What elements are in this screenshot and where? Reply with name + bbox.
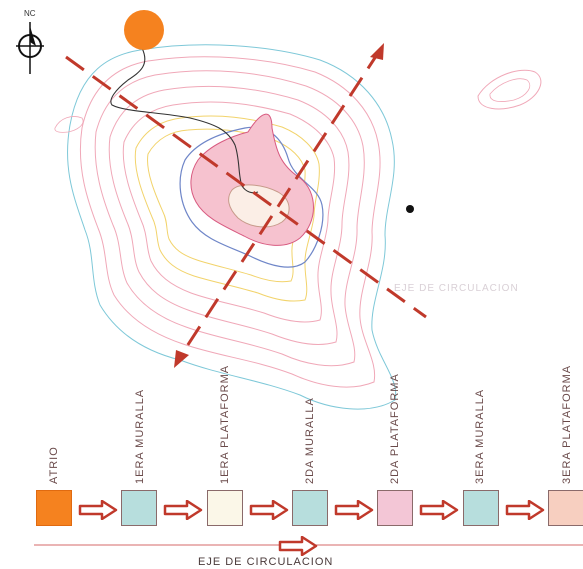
sequence-box-3era-plataforma bbox=[548, 490, 583, 526]
sequence-label-1era-plataforma: 1ERA PLATAFORMA bbox=[219, 364, 231, 484]
sequence-label-2da-plataforma: 2DA PLATAFORMA bbox=[389, 373, 401, 484]
sequence-arrow-icon bbox=[78, 500, 118, 520]
sequence-label-1era-muralla: 1ERA MURALLA bbox=[134, 388, 146, 484]
outlier-contour-east-inner bbox=[489, 78, 531, 102]
contour-outer-cyan bbox=[67, 44, 397, 410]
sequence-box-atrio bbox=[36, 490, 72, 526]
contour-blue bbox=[179, 126, 324, 268]
circulation-axis-caption: EJE DE CIRCULACION bbox=[198, 556, 334, 568]
cross-axis-arrowhead-top bbox=[370, 43, 384, 60]
summit-plateau bbox=[228, 184, 290, 228]
sequence-label-3era-muralla: 3ERA MURALLA bbox=[474, 388, 486, 484]
outlier-contour-east bbox=[477, 69, 542, 110]
circulation-axis-dashed bbox=[65, 55, 427, 319]
sequence-box-1era-muralla bbox=[121, 490, 157, 526]
sequence-label-3era-plataforma: 3ERA PLATAFORMA bbox=[561, 364, 573, 484]
contour-pink-2 bbox=[94, 70, 365, 367]
atrio-marker bbox=[124, 10, 164, 50]
outlier-contour-west bbox=[54, 116, 84, 133]
sequence-arrow-icon bbox=[163, 500, 203, 520]
sequence-arrow-icon bbox=[419, 500, 459, 520]
circulation-axis-arrow-icon bbox=[278, 536, 318, 556]
map-axis-label: EJE DE CIRCULACION bbox=[394, 283, 519, 294]
contour-pink-4 bbox=[122, 101, 336, 323]
sequence-label-2da-muralla: 2DA MURALLA bbox=[304, 397, 316, 484]
sequence-arrow-icon bbox=[334, 500, 374, 520]
sequence-label-atrio: ATRIO bbox=[48, 446, 60, 484]
sequence-box-2da-muralla bbox=[292, 490, 328, 526]
access-path bbox=[110, 47, 259, 194]
sequence-arrow-icon bbox=[249, 500, 289, 520]
reference-point bbox=[406, 205, 414, 213]
contour-pink-1 bbox=[79, 56, 381, 388]
sequence-box-1era-plataforma bbox=[207, 490, 243, 526]
sequence-box-2da-plataforma bbox=[377, 490, 413, 526]
contour-pink-3 bbox=[108, 85, 350, 345]
sequence-arrow-icon bbox=[505, 500, 545, 520]
cross-axis-dashed bbox=[176, 49, 382, 361]
north-arrow-icon bbox=[16, 22, 44, 74]
north-label: NC bbox=[24, 9, 36, 18]
cross-axis-arrowhead-bottom bbox=[174, 350, 189, 368]
sequence-box-3era-muralla bbox=[463, 490, 499, 526]
